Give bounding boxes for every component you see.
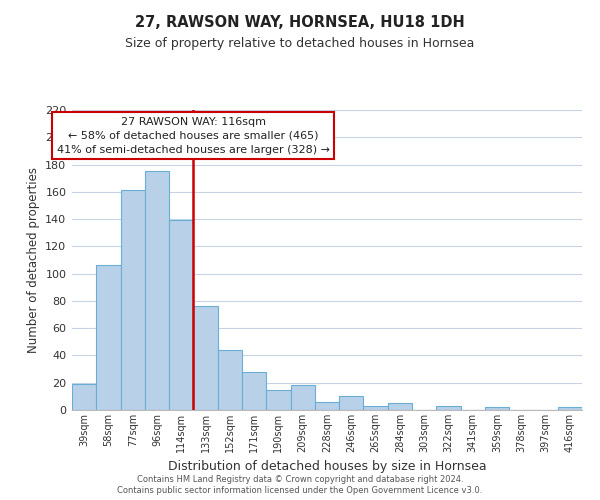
Bar (485, 408, 509, 410)
Bar (72, 384, 96, 410)
Bar (169, 220, 193, 410)
Bar (364, 406, 388, 410)
Text: Size of property relative to detached houses in Hornsea: Size of property relative to detached ho… (125, 38, 475, 51)
Bar (266, 390, 290, 410)
Bar (218, 350, 242, 410)
Bar (121, 190, 145, 410)
Y-axis label: Number of detached properties: Number of detached properties (26, 167, 40, 353)
Bar (290, 386, 315, 410)
Text: 27 RAWSON WAY: 116sqm
← 58% of detached houses are smaller (465)
41% of semi-det: 27 RAWSON WAY: 116sqm ← 58% of detached … (57, 117, 330, 155)
Text: 27, RAWSON WAY, HORNSEA, HU18 1DH: 27, RAWSON WAY, HORNSEA, HU18 1DH (135, 15, 465, 30)
Bar (96, 266, 121, 410)
Text: Contains HM Land Registry data © Crown copyright and database right 2024.: Contains HM Land Registry data © Crown c… (137, 475, 463, 484)
Bar (145, 172, 169, 410)
Bar (339, 396, 364, 410)
Bar (558, 408, 582, 410)
Bar (193, 306, 218, 410)
Bar (242, 372, 266, 410)
Text: Contains public sector information licensed under the Open Government Licence v3: Contains public sector information licen… (118, 486, 482, 495)
Bar (436, 406, 461, 410)
Bar (388, 403, 412, 410)
X-axis label: Distribution of detached houses by size in Hornsea: Distribution of detached houses by size … (167, 460, 487, 473)
Bar (315, 402, 339, 410)
